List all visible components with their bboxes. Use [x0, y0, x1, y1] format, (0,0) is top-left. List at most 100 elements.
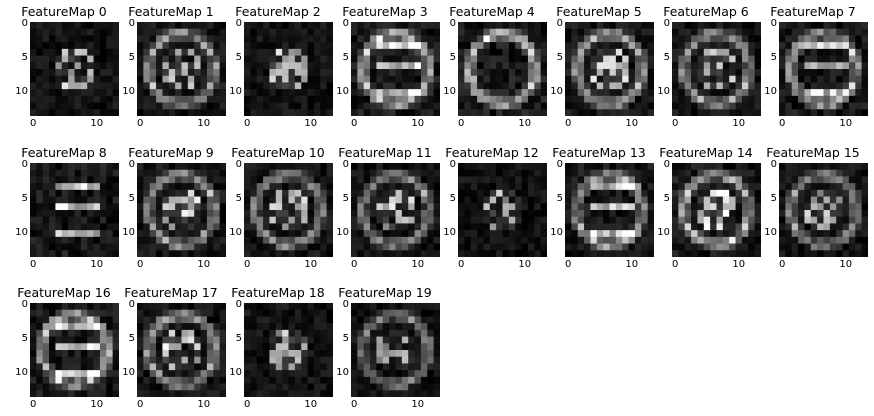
- heatmap-cell: [496, 183, 503, 191]
- heatmap-cell: [294, 383, 302, 391]
- heatmap-cell: [61, 383, 69, 391]
- heatmap-cell: [502, 210, 510, 218]
- heatmap-cell: [779, 22, 786, 30]
- heatmap-cell: [483, 35, 491, 43]
- heatmap-cell: [741, 196, 749, 204]
- heatmap-cell: [99, 350, 107, 358]
- heatmap-cell: [395, 370, 403, 378]
- heatmap-cell: [565, 69, 572, 77]
- heatmap-cell: [80, 230, 88, 238]
- heatmap-cell: [200, 203, 208, 211]
- heatmap-cell: [609, 75, 617, 83]
- heatmap-cell: [483, 243, 491, 251]
- heatmap-cell: [427, 109, 434, 116]
- heatmap-cell: [842, 236, 850, 244]
- heatmap-cell: [577, 42, 585, 50]
- heatmap-cell: [785, 243, 793, 251]
- heatmap-cell: [684, 223, 692, 231]
- heatmap-cell: [143, 203, 151, 211]
- heatmap-cell: [848, 82, 856, 90]
- heatmap-cell: [414, 343, 422, 351]
- heatmap-cell: [294, 35, 302, 43]
- heatmap-cell: [93, 169, 101, 177]
- heatmap-cell: [149, 236, 157, 244]
- heatmap-cell: [401, 356, 409, 364]
- heatmap-cell: [414, 42, 422, 50]
- heatmap-cell: [250, 95, 258, 103]
- heatmap-cell: [401, 309, 409, 317]
- heatmap-cell: [389, 303, 396, 311]
- heatmap-cell: [483, 169, 491, 177]
- heatmap-cell: [502, 89, 510, 97]
- heatmap-cell: [137, 243, 144, 251]
- heatmap-cell: [187, 48, 195, 56]
- heatmap-cell: [49, 69, 56, 77]
- heatmap-cell: [527, 48, 535, 56]
- heatmap-cell: [836, 196, 843, 204]
- heatmap-cell: [156, 69, 163, 77]
- heatmap-cell: [263, 250, 270, 257]
- heatmap-cell: [68, 102, 75, 110]
- heatmap-cell: [49, 309, 56, 317]
- heatmap-cell: [697, 236, 705, 244]
- heatmap-cell: [357, 189, 365, 197]
- heatmap-cell: [294, 82, 302, 90]
- heatmap-cell: [219, 230, 226, 238]
- heatmap-cell: [200, 216, 208, 224]
- heatmap-cell: [168, 82, 176, 90]
- heatmap-cell: [313, 203, 321, 211]
- heatmap-cell: [162, 22, 170, 30]
- heatmap-cell: [244, 370, 251, 378]
- heatmap-cell: [206, 75, 214, 83]
- heatmap-cell: [515, 35, 522, 43]
- heatmap-cell: [716, 109, 724, 116]
- heatmap-cell: [754, 169, 761, 177]
- heatmap-cell: [735, 250, 743, 257]
- heatmap-cell: [263, 376, 270, 384]
- heatmap-cell: [785, 95, 793, 103]
- heatmap-cell: [143, 48, 151, 56]
- heatmap-cell: [722, 55, 730, 63]
- heatmap-cell: [357, 109, 365, 116]
- x-tick-label: 10: [732, 259, 746, 270]
- heatmap-cell: [275, 230, 283, 238]
- heatmap-cell: [351, 35, 358, 43]
- heatmap-cell: [716, 62, 724, 70]
- heatmap-cell: [156, 163, 163, 171]
- y-tick-label: 0: [342, 159, 349, 171]
- heatmap-cell: [282, 303, 289, 311]
- heatmap-cell: [779, 69, 786, 77]
- heatmap-cell: [502, 176, 510, 184]
- heatmap-cell: [42, 109, 50, 116]
- heatmap-cell: [861, 223, 868, 231]
- heatmap-cell: [80, 109, 88, 116]
- heatmap-cell: [678, 236, 686, 244]
- heatmap-cell: [194, 169, 201, 177]
- heatmap-cell: [735, 230, 743, 238]
- heatmap-cell: [206, 243, 214, 251]
- heatmap-cell: [836, 69, 843, 77]
- heatmap-cell: [691, 102, 698, 110]
- heatmap-cell: [244, 55, 251, 63]
- heatmap-cell: [99, 183, 107, 191]
- heatmap-cell: [496, 176, 503, 184]
- heatmap-cell: [684, 250, 692, 257]
- heatmap-cell: [584, 42, 591, 50]
- heatmap-cell: [823, 203, 831, 211]
- heatmap-cell: [376, 75, 384, 83]
- heatmap-cell: [156, 356, 163, 364]
- heatmap-cell: [351, 48, 358, 56]
- heatmap-cell: [301, 323, 308, 331]
- heatmap-cell: [401, 210, 409, 218]
- heatmap-cell: [722, 82, 730, 90]
- heatmap-cell: [540, 75, 547, 83]
- heatmap-cell: [596, 42, 604, 50]
- heatmap-cell: [357, 95, 365, 103]
- heatmap-cell: [143, 343, 151, 351]
- heatmap-cell: [143, 230, 151, 238]
- heatmap-cell: [256, 370, 264, 378]
- heatmap-cell: [779, 196, 786, 204]
- heatmap-cell: [55, 363, 63, 371]
- heatmap-cell: [213, 55, 220, 63]
- heatmap-cell: [74, 48, 82, 56]
